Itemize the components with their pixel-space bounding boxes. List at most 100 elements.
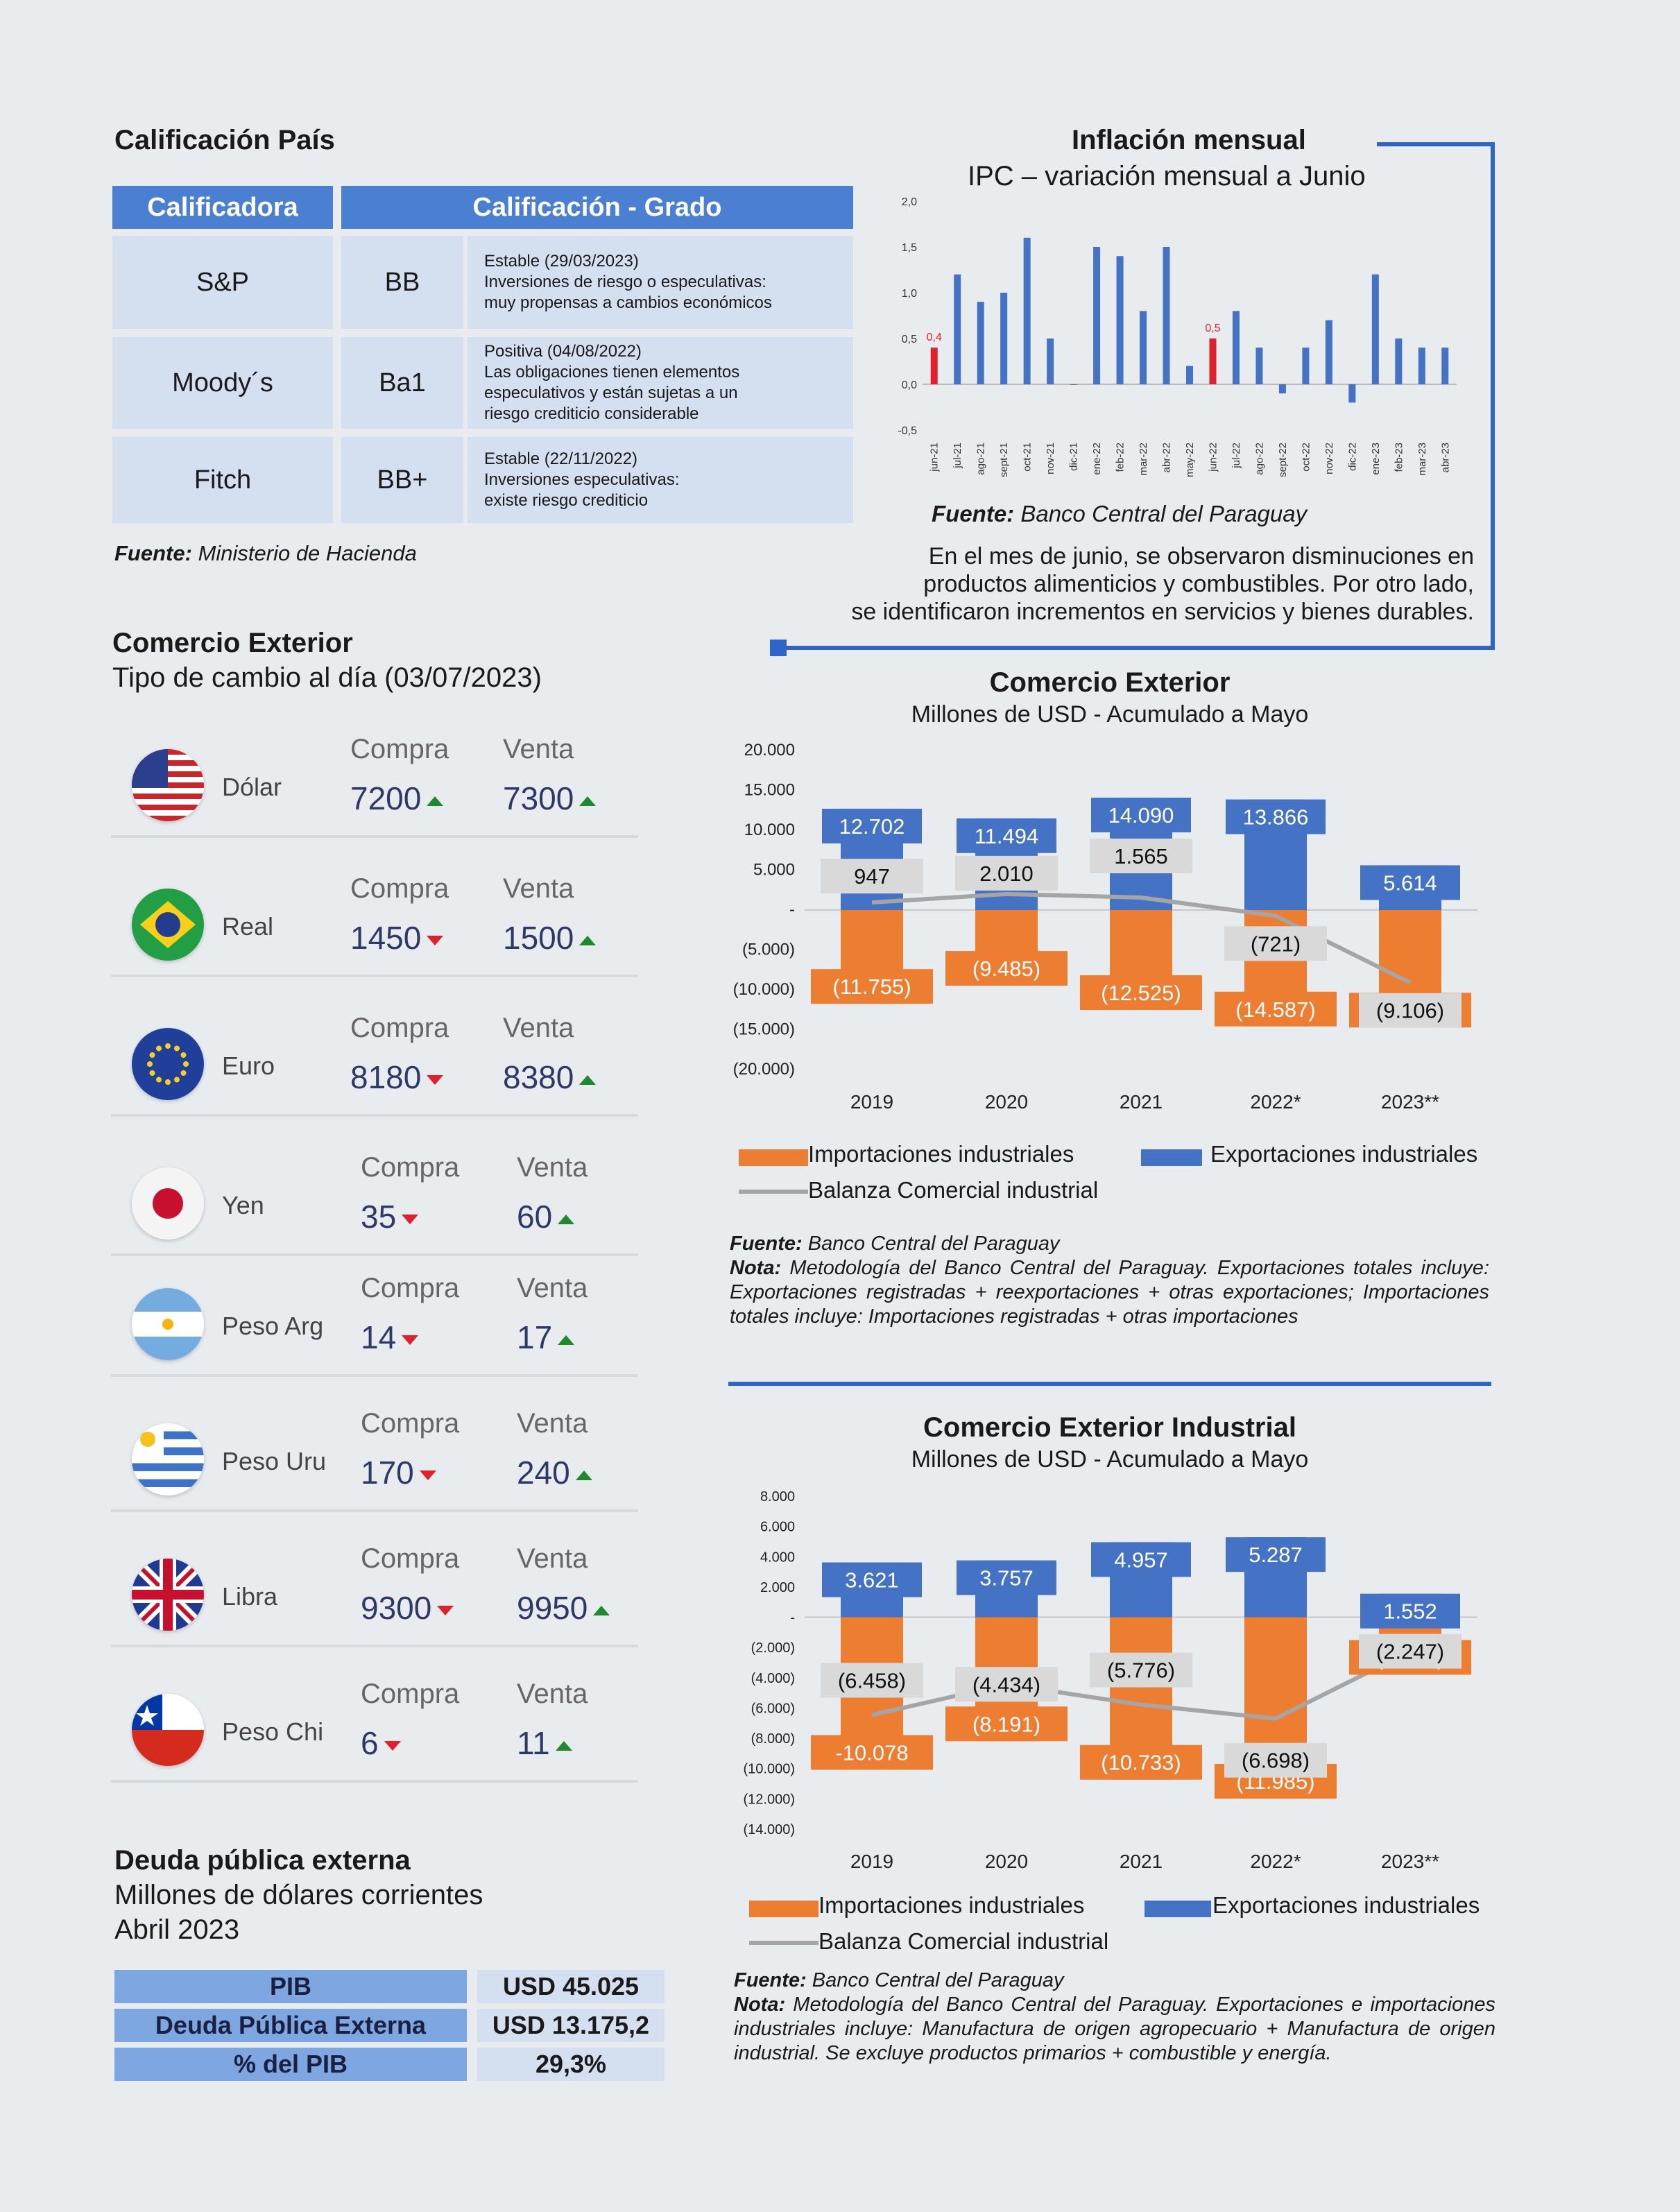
export-data-label: 3.757 xyxy=(979,1566,1034,1591)
cal-desc-line: Inversiones especulativas: xyxy=(484,470,680,489)
export-data-label: 13.866 xyxy=(1243,805,1309,830)
cal-agency: Moody´s xyxy=(112,337,333,429)
compra-label: Compra xyxy=(361,1543,460,1574)
y-tick-label: 2.000 xyxy=(760,1580,795,1595)
cal-desc-line: Estable (29/03/2023) xyxy=(484,252,639,271)
cal-description: Estable (29/03/2023) Inversiones de ries… xyxy=(468,236,853,329)
inflation-chart: 2,0 1,5 1,0 0,5 0,0 -0,5 0,4 jun-21 jul-21 ago-21… xyxy=(898,196,1457,477)
import-data-label: (8.191) xyxy=(972,1712,1040,1736)
y-tick-label: (10.000) xyxy=(733,980,795,999)
x-tick-label: jul-21 xyxy=(952,443,963,469)
y-tick-label: (4.000) xyxy=(751,1671,795,1686)
balance-data-label: (2.247) xyxy=(1376,1640,1444,1664)
deuda-value: USD 45.025 xyxy=(477,1970,665,2003)
compra-value: 1450 xyxy=(350,919,444,957)
cal-header-grado: Calificación - Grado xyxy=(341,186,853,229)
currency-name: Peso Uru xyxy=(222,1447,327,1475)
chart1-header: Comercio Exterior Millones de USD - Acum… xyxy=(728,667,1491,728)
y-tick-label: 2,0 xyxy=(902,196,917,208)
arrow-up-icon xyxy=(427,796,444,806)
x-tick-label: dic-21 xyxy=(1068,443,1080,471)
ipc-bar xyxy=(1232,311,1240,384)
calificacion-title: Calificación País xyxy=(114,125,335,155)
x-tick-label: abr-22 xyxy=(1161,443,1173,472)
cal-description: Estable (22/11/2022) Inversiones especul… xyxy=(468,437,853,523)
venta-number: 1500 xyxy=(503,920,574,956)
export-data-label: 3.621 xyxy=(845,1568,899,1593)
cal-grade: Ba1 xyxy=(341,337,463,429)
frame-line xyxy=(1491,142,1495,650)
cal-agency: Fitch xyxy=(112,437,333,523)
venta-label: Venta xyxy=(517,1408,588,1439)
arrow-up-icon xyxy=(558,1335,575,1345)
chart1-source: Fuente: Banco Central del Paraguay xyxy=(730,1232,1489,1256)
compra-value: 35 xyxy=(361,1198,419,1235)
compra-value: 8180 xyxy=(350,1058,444,1096)
arrow-up-icon xyxy=(575,1470,592,1480)
compra-label: Compra xyxy=(361,1679,460,1709)
y-tick-label: (20.000) xyxy=(733,1060,795,1079)
chart2-subtitle: Millones de USD - Acumulado a Mayo xyxy=(911,1446,1309,1473)
export-data-label: 14.090 xyxy=(1108,803,1174,828)
y-tick-label: 0,0 xyxy=(902,379,917,391)
y-tick-label: (12.000) xyxy=(744,1792,796,1807)
chile-flag-icon xyxy=(132,1694,204,1766)
arrow-down-icon xyxy=(427,935,444,945)
source-label: Fuente: xyxy=(730,1233,803,1255)
y-tick-label: (15.000) xyxy=(733,1020,795,1039)
balance-data-label: (6.458) xyxy=(838,1668,906,1692)
chart2-title: Comercio Exterior Industrial xyxy=(923,1412,1296,1443)
legend-imp: Importaciones industriales xyxy=(808,1141,1074,1167)
import-data-label: (9.485) xyxy=(972,957,1040,981)
balance-label-box xyxy=(1090,839,1192,874)
compra-value: 7200 xyxy=(350,780,444,817)
x-category-label: 2019 xyxy=(850,1091,893,1113)
chart2-source: Fuente: Banco Central del Paraguay xyxy=(734,1969,1495,1993)
arrow-down-icon xyxy=(384,1740,401,1751)
balance-label-box xyxy=(1359,993,1462,1028)
y-tick-label: (2.000) xyxy=(751,1640,795,1656)
venta-label: Venta xyxy=(517,1273,588,1303)
x-category-label: 2022* xyxy=(1250,1851,1301,1872)
arrow-up-icon xyxy=(555,1740,572,1751)
y-tick-label: 6.000 xyxy=(760,1520,795,1535)
ipc-bar xyxy=(1348,384,1356,403)
export-data-label: 4.957 xyxy=(1114,1547,1168,1572)
currency-name: Libra xyxy=(222,1582,278,1611)
import-label-box xyxy=(1080,1744,1202,1780)
frame-line xyxy=(775,646,1495,650)
venta-label: Venta xyxy=(517,1543,588,1574)
x-category-label: 2020 xyxy=(985,1851,1028,1872)
deuda-subtitle: Millones de dólares corrientes xyxy=(114,1880,483,1910)
cal-grade: BB xyxy=(341,236,463,329)
currency-card: Dólar Compra Venta 7200 7300 xyxy=(111,721,638,838)
venta-label: Venta xyxy=(517,1152,588,1183)
import-data-label: -10.078 xyxy=(835,1740,908,1765)
x-tick-label: dic-22 xyxy=(1346,443,1358,471)
inflacion-text-line: productos alimenticios y combustibles. P… xyxy=(923,571,1474,597)
venta-number: 11 xyxy=(517,1725,550,1761)
ipc-bar xyxy=(954,274,961,384)
y-tick-label: (14.000) xyxy=(744,1822,796,1837)
currency-name: Peso Arg xyxy=(222,1312,324,1340)
x-category-label: 2022* xyxy=(1250,1091,1301,1113)
venta-value: 7300 xyxy=(503,780,597,817)
ipc-bar xyxy=(1070,384,1077,385)
currency-card: Peso Uru Compra Venta 170 240 xyxy=(111,1396,638,1512)
compra-label: Compra xyxy=(350,1013,449,1043)
import-data-label: (14.587) xyxy=(1235,997,1315,1022)
venta-value: 240 xyxy=(517,1454,592,1491)
compra-value: 14 xyxy=(361,1319,419,1356)
cal-header-calificadora: Calificadora xyxy=(112,186,333,229)
inflacion-subtitle: IPC – variación mensual a Junio xyxy=(968,161,1366,191)
chart1-legend: Importaciones industriales Exportaciones… xyxy=(739,1141,1502,1203)
inflacion-text-line: se identificaron incrementos en servicio… xyxy=(851,599,1474,625)
venta-value: 11 xyxy=(517,1724,572,1762)
uruguay-flag-icon xyxy=(132,1423,204,1495)
x-tick-label: mar-22 xyxy=(1138,443,1149,476)
chart1-nota: Nota: Metodología del Banco Central del … xyxy=(730,1256,1489,1329)
legend-swatch-imp xyxy=(739,1149,808,1166)
cal-agency: S&P xyxy=(112,236,333,329)
section-divider xyxy=(728,1382,1491,1386)
deuda-label: PIB xyxy=(114,1970,467,2003)
